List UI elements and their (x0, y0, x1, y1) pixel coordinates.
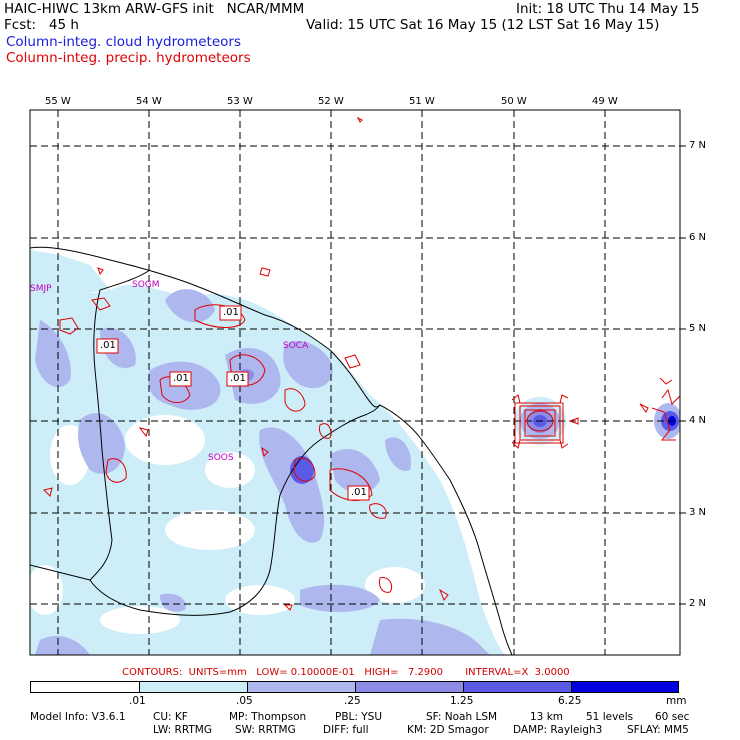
contour-label: .01 (173, 373, 189, 384)
contour-label: .01 (223, 307, 239, 318)
plot-frame (29, 109, 681, 656)
lat-label: 2 N (689, 598, 707, 609)
model-info: MP: Thompson (229, 711, 307, 723)
lat-label: 4 N (689, 415, 707, 426)
model-info: 51 levels (586, 711, 634, 723)
colorbar-bin (571, 682, 678, 692)
contour-label: .01 (230, 373, 246, 384)
model-info: DAMP: Rayleigh3 (513, 724, 603, 736)
valid-time: Valid: 15 UTC Sat 16 May 15 (12 LST Sat … (306, 17, 660, 33)
colorbar (30, 681, 679, 693)
lat-label: 7 N (689, 140, 707, 151)
model-info: SFLAY: MM5 (627, 724, 689, 736)
model-info: LW: RRTMG (153, 724, 212, 736)
station-label-soca: SOCA (283, 341, 309, 351)
station-label-sogm: SOGM (132, 280, 160, 290)
model-info: CU: KF (153, 711, 188, 723)
lon-label: 49 W (592, 96, 618, 107)
model-info: PBL: YSU (335, 711, 383, 723)
precip-contours (43, 116, 680, 611)
contour-label: .01 (100, 340, 116, 351)
colorbar-units: mm (666, 695, 687, 707)
colorbar-bin (355, 682, 463, 692)
lon-label: 52 W (318, 96, 344, 107)
lat-lon-grid (30, 110, 680, 655)
station-label-soos: SOOS (208, 453, 234, 463)
lat-label: 6 N (689, 232, 707, 243)
contour-label-boxes (96, 305, 370, 501)
model-info: Model Info: V3.6.1 (30, 711, 126, 723)
shaded-field (30, 250, 680, 655)
model-info: SF: Noah LSM (426, 711, 498, 723)
forecast-hour: Fcst: 45 h (4, 17, 79, 33)
lat-ticks (680, 145, 686, 605)
init-time: Init: 18 UTC Thu 14 May 15 (516, 1, 700, 17)
model-info: DIFF: full (323, 724, 369, 736)
model-info: KM: 2D Smagor (407, 724, 489, 736)
lon-label: 50 W (501, 96, 527, 107)
contour-info: CONTOURS: UNITS=mm LOW= 0.10000E-01 HIGH… (122, 667, 570, 678)
field-title-precip: Column-integ. precip. hydrometeors (6, 50, 251, 66)
lat-label: 3 N (689, 507, 707, 518)
colorbar-tick: 6.25 (558, 695, 582, 707)
colorbar-tick: .01 (129, 695, 146, 707)
model-info: 60 sec (655, 711, 690, 723)
model-info: SW: RRTMG (235, 724, 296, 736)
lon-label: 53 W (227, 96, 253, 107)
colorbar-tick: .05 (236, 695, 253, 707)
coastline (30, 246, 513, 655)
field-title-cloud: Column-integ. cloud hydrometeors (6, 34, 242, 50)
colorbar-bin (463, 682, 571, 692)
lat-label: 5 N (689, 323, 707, 334)
colorbar-tick: 1.25 (450, 695, 474, 707)
lon-label: 54 W (136, 96, 162, 107)
colorbar-tick: .25 (344, 695, 361, 707)
model-title: HAIC-HIWC 13km ARW-GFS init NCAR/MMM (4, 1, 305, 17)
colorbar-bin (247, 682, 355, 692)
lon-label: 51 W (409, 96, 435, 107)
colorbar-bin (139, 682, 247, 692)
contour-label: .01 (351, 487, 367, 498)
colorbar-bin (31, 682, 139, 692)
station-label-smjp: SMJP (30, 284, 52, 294)
model-info: 13 km (530, 711, 564, 723)
lon-label: 55 W (45, 96, 71, 107)
